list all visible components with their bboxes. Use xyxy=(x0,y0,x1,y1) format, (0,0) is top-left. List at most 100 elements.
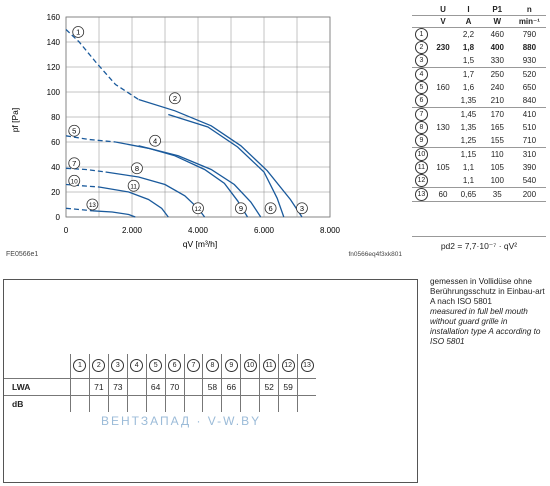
sound-value: 73 xyxy=(107,378,128,396)
curve-label-circle xyxy=(234,202,247,215)
row-id: 6 xyxy=(412,94,431,108)
y-tick-label: 60 xyxy=(51,138,60,147)
power: 400 xyxy=(490,43,504,52)
sound-value: 59 xyxy=(278,378,298,396)
power: 105 xyxy=(490,163,504,172)
sound-col-header: 4 xyxy=(126,354,147,378)
spec-row: 9 1,25 155 710 xyxy=(412,134,546,148)
x-tick-label: 4.000 xyxy=(188,226,209,235)
power: 155 xyxy=(490,136,504,145)
speed: 840 xyxy=(522,96,537,105)
note-de: gemessen in Vollidüse ohne Berührungssch… xyxy=(430,277,545,306)
curve-1 xyxy=(138,98,303,218)
sound-col-header: 7 xyxy=(183,354,203,378)
row-id: 10 xyxy=(412,148,431,161)
curve-13 xyxy=(92,210,136,218)
current: 1,8 xyxy=(462,43,475,52)
watermark-text: ВЕНТЗАПАД · V-W.BY xyxy=(101,414,262,428)
row-number-badge: 7 xyxy=(414,108,428,121)
x-tick-label: 8.000 xyxy=(320,226,341,235)
spec-row: 11 105 1,1 105 390 xyxy=(412,161,546,174)
curve-label-2: 2 xyxy=(173,94,177,103)
power: 35 xyxy=(492,190,502,199)
curve-5 xyxy=(115,141,249,218)
power: 240 xyxy=(490,83,504,92)
col-number-badge: 13 xyxy=(300,359,314,373)
current: 1,6 xyxy=(462,83,475,92)
sound-unit-cell xyxy=(221,395,241,412)
curve-label-9: 9 xyxy=(239,204,243,213)
speed: 510 xyxy=(522,123,537,132)
sound-unit-cell xyxy=(107,395,128,412)
sound-unit-cell xyxy=(183,395,203,412)
col-number-badge: 11 xyxy=(262,359,276,373)
curve-label-circle xyxy=(68,174,81,187)
header-u: U xyxy=(440,5,446,14)
sound-col-header: 13 xyxy=(297,354,316,378)
row-id: 5 xyxy=(412,81,431,94)
curve-label-circle xyxy=(127,179,140,192)
curve-label-4: 4 xyxy=(153,136,157,145)
row-number-badge: 3 xyxy=(414,54,428,67)
row-number-badge: 11 xyxy=(414,161,428,174)
row-id: 8 xyxy=(412,121,431,134)
y-tick-label: 20 xyxy=(51,188,60,197)
power: 460 xyxy=(490,30,504,39)
formula: pd2 = 7,7·10⁻⁷ · qV² xyxy=(412,236,546,252)
chart-footer-left: FE0566e1 xyxy=(6,251,38,258)
speed: 710 xyxy=(522,136,537,145)
curve-label-circle xyxy=(264,202,277,215)
curve-label-12: 12 xyxy=(195,206,202,213)
y-tick-label: 100 xyxy=(47,88,61,97)
sound-unit-cell xyxy=(145,395,166,412)
curve-label-13: 13 xyxy=(89,202,96,209)
curve-7 xyxy=(105,171,206,218)
sound-col-header: 6 xyxy=(164,354,185,378)
row-number-badge: 5 xyxy=(414,81,428,94)
curve-label-circle xyxy=(86,198,99,211)
curve-label-11: 11 xyxy=(130,183,137,190)
row-id: 1 xyxy=(412,28,431,41)
sound-value xyxy=(70,378,90,396)
y-tick-label: 160 xyxy=(47,13,61,22)
sound-unit-cell xyxy=(126,395,147,412)
row-id: 2 xyxy=(412,41,431,54)
row-number-badge: 4 xyxy=(414,68,428,81)
row-number-badge: 1 xyxy=(414,28,428,41)
speed: 390 xyxy=(522,163,537,172)
x-tick-label: 0 xyxy=(64,226,69,235)
curve-10 xyxy=(98,186,169,218)
sound-value: 66 xyxy=(221,378,241,396)
chart-grid xyxy=(65,16,331,218)
header-i: I xyxy=(467,5,470,14)
col-number-badge: 9 xyxy=(224,359,238,373)
y-tick-labels: 0 20 40 60 80 100 120 140 160 xyxy=(47,13,61,222)
voltage: 160 xyxy=(436,83,450,92)
voltage xyxy=(431,108,455,122)
row-id: 9 xyxy=(412,134,431,148)
power: 100 xyxy=(490,176,504,185)
curve-label-10: 10 xyxy=(71,178,78,185)
unit-i: A xyxy=(465,17,472,26)
power: 210 xyxy=(490,96,504,105)
power: 250 xyxy=(490,70,504,79)
header-p1: P1 xyxy=(492,5,503,14)
y-tick-label: 80 xyxy=(51,113,60,122)
power: 170 xyxy=(490,110,504,119)
voltage: 60 xyxy=(438,190,448,199)
sound-value: 58 xyxy=(202,378,222,396)
spec-table-container: U I P1 n V A W min⁻¹ 1 2,2 460 790 2 230 1,8 40… xyxy=(412,4,546,202)
current: 0,65 xyxy=(460,190,477,199)
sound-unit-cell xyxy=(164,395,185,412)
sound-value xyxy=(183,378,203,396)
spec-row: 7 1,45 170 410 xyxy=(412,108,546,122)
curve-label-circle xyxy=(192,202,204,215)
spec-row: 4 1,7 250 520 xyxy=(412,68,546,81)
current: 1,25 xyxy=(460,136,477,145)
voltage xyxy=(431,148,455,162)
y-tick-label: 120 xyxy=(47,63,61,72)
row-id: 12 xyxy=(412,174,431,188)
row-id: 3 xyxy=(412,54,431,68)
sound-value: 70 xyxy=(164,378,185,396)
sound-unit-cell xyxy=(88,395,109,412)
